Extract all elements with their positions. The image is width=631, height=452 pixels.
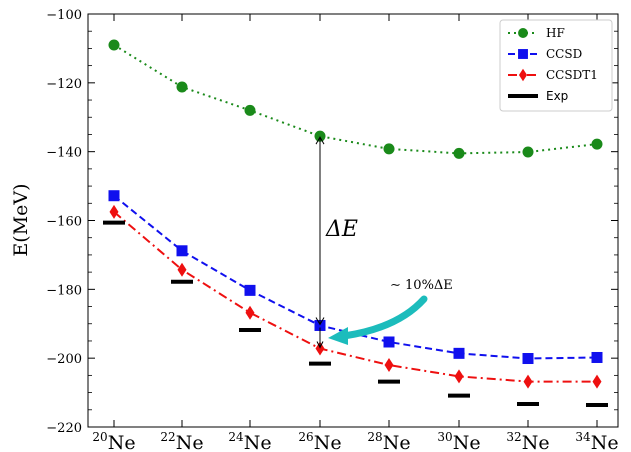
- series-exp: [103, 220, 608, 407]
- y-axis-label: E(MeV): [10, 183, 32, 256]
- legend-entry-exp: Exp: [508, 89, 568, 103]
- series-hf: [108, 39, 603, 159]
- x-tick-label: 26Ne: [298, 430, 341, 452]
- curved-arrow-head: [328, 327, 348, 345]
- data-point: [176, 81, 188, 93]
- legend-label: HF: [546, 26, 565, 40]
- legend-entry-ccsdt1: CCSDT1: [508, 68, 598, 82]
- data-point: [109, 204, 119, 219]
- data-point: [108, 39, 120, 51]
- data-point: [177, 262, 187, 277]
- data-point: [591, 138, 603, 150]
- legend-label: Exp: [546, 89, 568, 103]
- data-point: [453, 147, 465, 159]
- data-point: [244, 284, 256, 296]
- small-diff-arrowhead: [316, 341, 324, 349]
- delta-e-arrowhead-bottom: [315, 317, 325, 326]
- delta-e-arrowhead-top: [315, 136, 325, 145]
- x-tick-label: 22Ne: [160, 430, 203, 452]
- series-line: [113, 44, 598, 155]
- y-tick-label: −140: [46, 146, 82, 161]
- delta-e-label: ΔE: [325, 217, 358, 242]
- legend-marker: [518, 28, 528, 38]
- y-tick-labels: −100 −120 −140 −160 −180 −200 −220: [46, 8, 82, 436]
- data-point: [245, 305, 255, 320]
- x-tick-label: 34Ne: [575, 430, 618, 452]
- legend-label: CCSD: [546, 47, 582, 61]
- x-tick-label: 24Ne: [228, 430, 271, 452]
- y-tick-label: −180: [46, 283, 82, 298]
- data-point: [383, 336, 395, 348]
- legend-marker: [518, 49, 528, 59]
- x-tick-label: 20Ne: [92, 430, 135, 452]
- curved-arrow: [340, 295, 428, 340]
- data-point: [591, 351, 603, 363]
- data-point: [384, 358, 394, 373]
- data-point: [453, 347, 465, 359]
- data-point: [383, 143, 395, 155]
- y-tick-label: −120: [46, 77, 82, 92]
- data-point: [592, 374, 602, 389]
- data-point: [522, 353, 534, 365]
- series-layer: [103, 39, 608, 407]
- y-tick-label: −160: [46, 215, 82, 230]
- legend-entry-hf: HF: [508, 26, 565, 40]
- annotations: ΔE ∼ 10%ΔE: [315, 136, 453, 349]
- data-point: [108, 190, 120, 202]
- series-line: [113, 211, 597, 383]
- y-tick-label: −220: [46, 421, 82, 436]
- tick-marks: [88, 13, 618, 428]
- data-point: [454, 369, 464, 384]
- x-tick-label: 32Ne: [506, 430, 549, 452]
- legend-marker: [518, 68, 528, 82]
- legend-box: [499, 19, 613, 112]
- data-point: [176, 245, 188, 257]
- x-tick-label: 30Ne: [437, 430, 480, 452]
- legend-label: CCSDT1: [546, 68, 598, 82]
- series-ccsdt1: [109, 204, 602, 389]
- x-tick-label: 28Ne: [367, 430, 410, 452]
- data-point: [523, 374, 533, 389]
- data-point: [244, 104, 256, 116]
- y-tick-label: −200: [46, 352, 82, 367]
- x-tick-labels: 20Ne 22Ne 24Ne 26Ne 28Ne 30Ne 32Ne 34Ne: [92, 430, 618, 452]
- y-tick-label: −100: [46, 8, 82, 23]
- percent-delta-e-label: ∼ 10%ΔE: [390, 278, 453, 293]
- data-point: [522, 146, 534, 158]
- legend-entry-ccsd: CCSD: [508, 47, 582, 61]
- legend: HF CCSD CCSDT1 Exp: [499, 19, 613, 112]
